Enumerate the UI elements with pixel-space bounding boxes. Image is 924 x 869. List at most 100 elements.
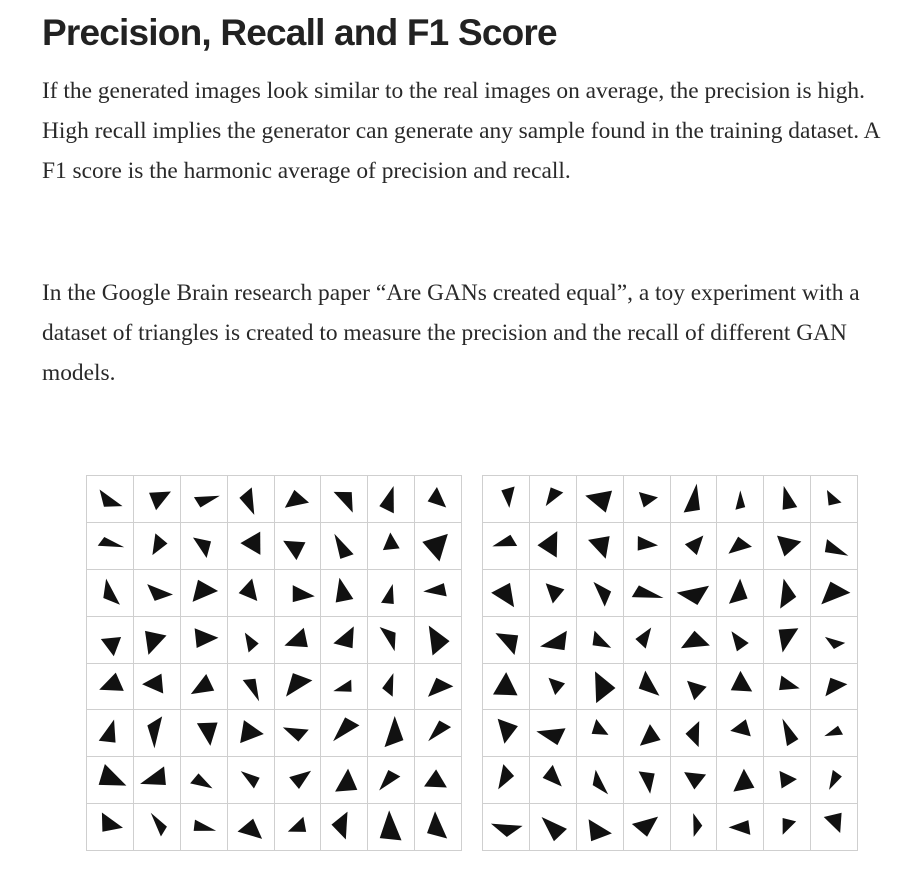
- triangle-shape: [594, 670, 616, 703]
- grid-cell: [483, 569, 530, 617]
- triangle-shape: [545, 583, 565, 604]
- triangle-sample: [333, 491, 354, 513]
- triangle-shape: [148, 491, 171, 511]
- grid-cell: [180, 522, 228, 570]
- triangle-sample: [779, 675, 800, 690]
- grid-cell: [87, 569, 134, 617]
- triangle-sample: [333, 625, 355, 648]
- triangle-sample: [100, 636, 122, 656]
- grid-cell: [274, 616, 322, 664]
- grid-cell: [717, 804, 765, 851]
- triangle-shape: [591, 719, 609, 736]
- grid-cell: [274, 804, 322, 851]
- grid-cell: [811, 663, 858, 711]
- grid-cell: [717, 522, 765, 570]
- triangle-sample: [333, 679, 352, 692]
- triangle-sample: [585, 490, 612, 513]
- grid-cell: [180, 476, 228, 523]
- triangle-shape: [331, 811, 348, 840]
- triangle-shape: [638, 670, 660, 696]
- triangle-sample: [331, 811, 348, 840]
- triangle-shape: [490, 823, 523, 838]
- triangle-shape: [780, 578, 797, 609]
- triangle-shape: [147, 716, 163, 749]
- grid-cell: [321, 476, 369, 523]
- triangle-shape: [728, 536, 753, 554]
- triangle-sample: [631, 585, 664, 598]
- grid-cell: [670, 663, 718, 711]
- grid-cell: [274, 569, 322, 617]
- triangle-shape: [782, 718, 799, 747]
- triangle-shape: [548, 677, 565, 695]
- triangle-shape: [497, 719, 518, 745]
- grid-cell: [623, 757, 671, 805]
- triangle-shape: [335, 768, 358, 792]
- triangle-shape: [239, 487, 254, 515]
- grid-cell: [274, 710, 322, 758]
- triangle-shape: [733, 769, 755, 792]
- grid-cell: [87, 804, 134, 851]
- triangle-shape: [684, 535, 703, 555]
- grid-cell: [576, 476, 624, 523]
- grid-cell: [133, 757, 181, 805]
- triangle-sample: [99, 672, 124, 691]
- triangle-sample: [686, 680, 707, 700]
- triangle-shape: [777, 535, 802, 557]
- triangle-shape: [539, 630, 567, 650]
- grid-cell: [483, 663, 530, 711]
- triangle-sample: [152, 533, 168, 555]
- grid-cell: [415, 757, 462, 805]
- triangle-shape: [144, 630, 167, 655]
- grid-cell: [717, 616, 765, 664]
- triangle-sample: [780, 578, 797, 609]
- triangle-shape: [193, 495, 220, 508]
- grid-cell: [321, 710, 369, 758]
- grid-cell: [274, 663, 322, 711]
- triangle-sample: [423, 582, 447, 597]
- grid-cell: [483, 757, 530, 805]
- triangle-sample: [782, 485, 798, 510]
- triangle-shape: [729, 578, 748, 604]
- grid-cell: [321, 616, 369, 664]
- triangle-sample: [782, 718, 799, 747]
- triangle-shape: [638, 492, 658, 508]
- triangle-sample: [498, 764, 515, 790]
- triangle-sample: [825, 539, 849, 556]
- triangle-shape: [495, 632, 519, 655]
- triangle-shape: [428, 677, 454, 697]
- triangle-sample: [495, 632, 519, 655]
- grid-cell: [180, 663, 228, 711]
- grid-cell: [811, 569, 858, 617]
- triangle-shape: [194, 627, 219, 648]
- triangle-sample: [731, 630, 750, 651]
- triangle-shape: [501, 486, 515, 508]
- grid-cell: [87, 663, 134, 711]
- triangle-shape: [427, 487, 447, 508]
- grid-cell: [623, 663, 671, 711]
- grid-cell: [415, 476, 462, 523]
- grid-cell: [415, 804, 462, 851]
- triangle-sample: [336, 577, 354, 603]
- grid-cell: [670, 522, 718, 570]
- triangle-sample: [729, 578, 748, 604]
- grid-cell: [321, 757, 369, 805]
- triangle-sample: [731, 670, 753, 692]
- grid-cell: [717, 663, 765, 711]
- triangle-sample: [428, 677, 454, 697]
- triangle-sample: [422, 533, 448, 562]
- triangle-sample: [196, 722, 218, 747]
- grid-cell: [670, 757, 718, 805]
- triangle-shape: [237, 818, 262, 839]
- triangle-shape: [379, 810, 402, 841]
- grid-cell: [576, 569, 624, 617]
- triangle-shape: [97, 536, 125, 548]
- triangle-sample: [285, 672, 312, 697]
- triangle-sample: [733, 769, 755, 792]
- triangle-sample: [728, 820, 751, 836]
- grid-cell: [623, 616, 671, 664]
- triangle-sample: [379, 626, 396, 651]
- triangle-sample: [823, 812, 842, 834]
- triangle-shape: [192, 579, 218, 602]
- triangle-sample: [692, 813, 702, 837]
- triangle-shape: [779, 675, 800, 690]
